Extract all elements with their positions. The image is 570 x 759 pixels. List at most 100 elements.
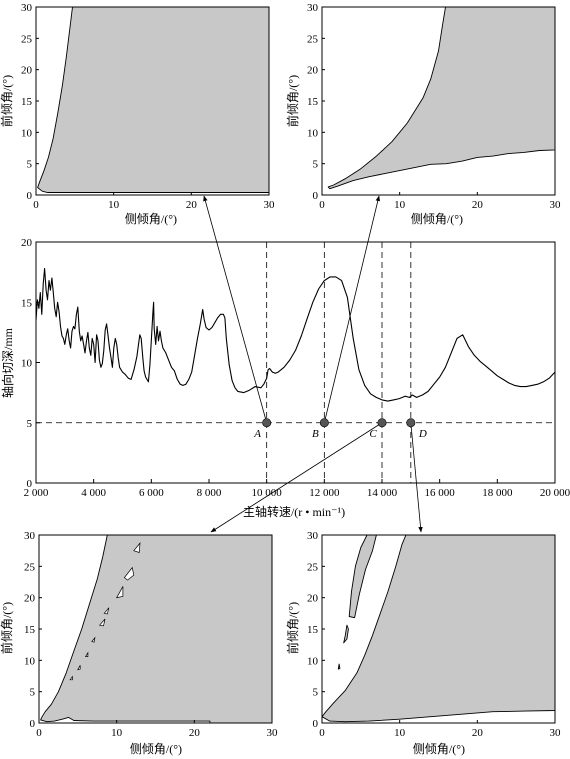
inset-b-x-tick-label: 0 (319, 199, 325, 211)
inset-b-x-tick-label: 10 (394, 199, 406, 211)
inset-c-y-tick-label: 15 (24, 624, 36, 636)
point-a-label: A (253, 428, 261, 440)
inset-c-frame (38, 534, 273, 724)
point-c-label: C (369, 428, 377, 440)
main-frame (35, 241, 556, 484)
inset-b-y-tick-label: 30 (307, 2, 319, 14)
inset-a-x-tick-label: 30 (264, 199, 276, 211)
main-lobe-curve (36, 267, 555, 402)
inset-b-frame (321, 6, 556, 196)
inset-B-plot: 侧倾角/(°) 前倾角/(°) 0 10 20 30 0 5 10 15 20 25 30 (285, 2, 561, 226)
inset-c-x-tick-label: 30 (267, 727, 279, 739)
inset-c-y-tick-label: 20 (24, 593, 36, 605)
inset-c-x-tick-label: 10 (111, 727, 123, 739)
main-y-tick-label: 15 (21, 297, 33, 309)
inset-b-y-tick-label: 15 (307, 96, 319, 108)
inset-d-y-tick-label: 30 (307, 530, 319, 542)
inset-B-xlabel: 侧倾角/(°) (411, 212, 463, 226)
inset-c-y-tick-label: 25 (24, 561, 36, 573)
inset-d-x-tick-label: 20 (472, 727, 484, 739)
inset-a-y-tick-label: 10 (21, 127, 33, 139)
inset-a-y-tick-label: 20 (21, 65, 33, 77)
inset-D-xlabel: 侧倾角/(°) (413, 742, 465, 756)
inset-a-x-tick-label: 10 (108, 199, 120, 211)
inset-d-y-tick-label: 10 (307, 655, 319, 667)
main-ylabel: 轴向切深/mm (0, 327, 15, 398)
inset-c-unstable-island (133, 542, 141, 553)
main-x-tick-label: 14 000 (367, 487, 398, 499)
inset-D-plot: 侧倾角/(°) 前倾角/(°) 0 10 20 30 0 5 10 15 20 25 30 (285, 530, 561, 756)
main-y-tick-label: 10 (21, 358, 33, 370)
inset-a-x-tick-label: 0 (33, 199, 39, 211)
inset-c-unstable-island (69, 675, 73, 681)
inset-a-x-tick-label: 20 (186, 199, 198, 211)
main-x-tick-label: 20 000 (540, 487, 570, 499)
connector-arrows (203, 195, 423, 533)
inset-c-stable-region (40, 535, 272, 723)
main-x-tick-label: 6 000 (139, 487, 164, 499)
main-y-tick-label: 5 (27, 418, 33, 430)
inset-c-unstable-island (77, 665, 81, 671)
connector-arrow-c (210, 422, 383, 533)
inset-c-y-tick-label: 0 (30, 718, 36, 730)
inset-d-stable-region (322, 535, 555, 723)
inset-C-xlabel: 侧倾角/(°) (130, 742, 182, 756)
point-d-marker (406, 418, 416, 428)
main-x-tick-label: 4 000 (81, 487, 106, 499)
inset-c-unstable-island (91, 636, 96, 643)
inset-b-y-tick-label: 25 (307, 33, 319, 45)
main-x-tick-label: 10 000 (252, 487, 283, 499)
connector-arrow-d (410, 422, 423, 533)
inset-d-x-tick-label: 0 (319, 727, 325, 739)
point-d-label: D (418, 428, 427, 440)
inset-d-stable-region (348, 535, 377, 619)
inset-C-plot: 侧倾角/(°) 前倾角/(°) 0 10 20 30 0 5 10 15 20 25 30 (0, 530, 278, 756)
inset-d-x-tick-label: 10 (394, 727, 406, 739)
inset-c-unstable-island (123, 566, 135, 581)
inset-c-unstable-island (98, 618, 106, 627)
inset-d-stable-region (337, 663, 341, 670)
inset-d-y-tick-label: 20 (307, 593, 319, 605)
inset-a-stable-region (37, 7, 269, 193)
inset-D-ylabel: 前倾角/(°) (285, 602, 300, 654)
main-x-tick-label: 12 000 (309, 487, 340, 499)
inset-a-y-tick-label: 30 (21, 2, 33, 14)
inset-d-y-tick-label: 5 (313, 687, 319, 699)
inset-b-y-tick-label: 20 (307, 65, 319, 77)
inset-b-x-tick-label: 30 (550, 199, 562, 211)
main-y-tick-label: 0 (27, 478, 33, 490)
connector-arrow-a (203, 195, 268, 423)
inset-d-y-tick-label: 25 (307, 561, 319, 573)
inset-C-ylabel: 前倾角/(°) (0, 602, 14, 654)
inset-a-y-tick-label: 15 (21, 96, 33, 108)
main-x-tick-label: 18 000 (482, 487, 513, 499)
inset-c-x-tick-label: 20 (189, 727, 201, 739)
inset-d-y-tick-label: 0 (313, 718, 319, 730)
main-xlabel: 主轴转速/(r • min⁻¹) (243, 504, 345, 519)
main-lobe-chart: 主轴转速/(r • min⁻¹) 轴向切深/mm 2 000 4 000 6 000… (0, 237, 570, 519)
point-c-marker (377, 418, 387, 428)
inset-c-y-tick-label: 10 (24, 655, 36, 667)
inset-b-y-tick-label: 10 (307, 127, 319, 139)
point-b-label: B (312, 428, 319, 440)
main-x-tick-label: 16 000 (425, 487, 456, 499)
inset-A-ylabel: 前倾角/(°) (0, 75, 14, 127)
inset-d-y-tick-label: 15 (307, 624, 319, 636)
point-b-marker (319, 418, 329, 428)
inset-c-y-tick-label: 30 (24, 530, 36, 542)
inset-b-y-tick-label: 5 (313, 159, 319, 171)
inset-b-stable-region (327, 7, 555, 190)
inset-c-unstable-island (84, 651, 89, 657)
inset-c-x-tick-label: 0 (36, 727, 42, 739)
inset-A-xlabel: 侧倾角/(°) (125, 212, 177, 226)
inset-d-x-tick-label: 30 (550, 727, 562, 739)
inset-B-ylabel: 前倾角/(°) (285, 75, 300, 127)
inset-d-stable-region (343, 624, 349, 644)
inset-b-x-tick-label: 20 (472, 199, 484, 211)
inset-a-y-tick-label: 0 (27, 190, 33, 202)
inset-a-frame (35, 6, 270, 196)
connector-arrow-b (323, 195, 380, 423)
inset-A-plot: 侧倾角/(°) 前倾角/(°) 0 10 20 30 0 5 10 15 20 25 30 (0, 2, 275, 226)
inset-c-unstable-island (103, 607, 110, 615)
